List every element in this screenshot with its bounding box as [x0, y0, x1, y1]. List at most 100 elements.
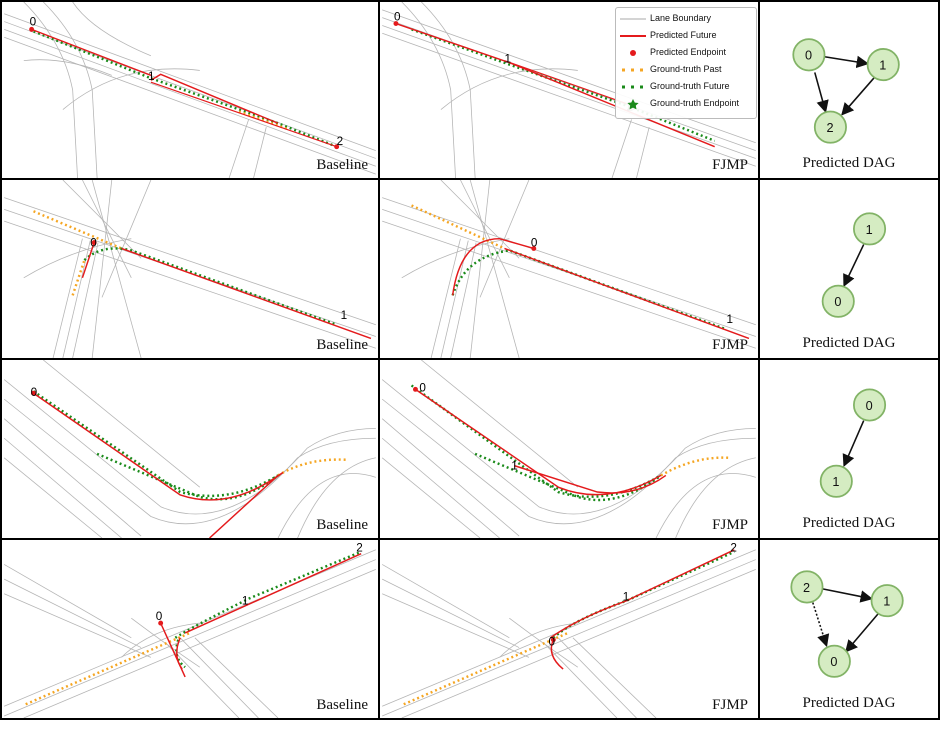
dag-edge: [841, 75, 876, 116]
pred-future: [176, 637, 183, 670]
row3-dag-graph: 0 1: [819, 388, 887, 498]
row4-baseline-plot: 0 1 2: [3, 542, 376, 718]
row2-baseline-plot: 0 1: [4, 180, 376, 358]
lane-boundaries: [382, 180, 756, 358]
pred-future: [550, 639, 564, 670]
dag-node: [853, 212, 887, 246]
agent-label: 1: [504, 53, 511, 66]
dag-node-label: 2: [803, 580, 810, 595]
pred-dot-icon: [630, 50, 636, 56]
row3-dag-panel: 0 1 Predicted DAG: [758, 358, 940, 540]
agent-label: 2: [337, 135, 344, 148]
row1-dag-panel: 0 1 2 Predicted DAG: [758, 0, 940, 180]
pred-future: [549, 549, 735, 639]
dag-edge: [842, 420, 865, 468]
pred-future: [81, 242, 95, 279]
agent-label: 1: [242, 595, 249, 608]
dag-node-label: 1: [879, 57, 886, 72]
pred-future: [121, 247, 372, 340]
method-label: Baseline: [316, 517, 368, 533]
row4-dag-graph: 2 1 0: [790, 570, 904, 678]
gt-past: [25, 631, 191, 706]
agent-label: 0: [531, 237, 538, 250]
star-icon: [627, 99, 639, 110]
method-label: Baseline: [316, 337, 368, 353]
dag-label: Predicted DAG: [802, 335, 896, 351]
gt-past-agent1: [238, 110, 289, 131]
pred-future: [504, 247, 750, 340]
row3-baseline-plot: 0: [3, 360, 376, 538]
method-label: FJMP: [712, 697, 748, 713]
pred-future: [33, 392, 284, 501]
row1-dag-graph: 0 1 2: [792, 38, 900, 144]
dag-edge: [845, 611, 880, 653]
legend-item: Ground-truth Past: [616, 63, 756, 77]
dag-label: Predicted DAG: [802, 695, 896, 711]
row2-fjmp-panel: 0 1 FJMP: [378, 178, 760, 360]
pred-future: [504, 60, 627, 105]
dag-edge: [814, 72, 829, 114]
past-dots-icon: [622, 68, 644, 72]
gt-future-agent0: [33, 30, 338, 148]
legend-item: Ground-truth Endpoint: [616, 97, 756, 111]
row3-baseline-panel: 0 Baseline: [0, 358, 380, 540]
row2-dag-graph: 1 0: [821, 212, 887, 318]
dag-edge: [843, 244, 865, 288]
pred-endpoint: [158, 620, 164, 626]
method-label: FJMP: [712, 157, 748, 173]
legend: Lane Boundary Predicted Future Predicted…: [615, 7, 757, 119]
pred-future-agent1: [150, 73, 279, 124]
dag-edge: [824, 55, 870, 69]
dag-node: [870, 584, 904, 618]
gt-future: [83, 247, 338, 326]
gt-future: [410, 384, 662, 498]
gt-future: [411, 28, 716, 142]
lane-line-icon: [620, 18, 646, 20]
agent-label: 0: [419, 381, 426, 394]
row2-fjmp-plot: 0 1: [382, 180, 756, 358]
row1-baseline-panel: 0 1 2 Baseline: [0, 0, 380, 180]
row4-baseline-panel: 0 1 2 Baseline: [0, 538, 380, 720]
dag-node-label: 0: [805, 48, 812, 63]
pred-future-agent2: [150, 81, 337, 148]
gt-past: [71, 259, 86, 296]
gt-past: [277, 458, 347, 477]
row4-dag-panel: 2 1 0 Predicted DAG: [758, 538, 940, 720]
pred-endpoint: [31, 390, 36, 396]
dag-node-label: 1: [866, 222, 873, 237]
dag-label: Predicted DAG: [802, 155, 896, 171]
gt-future: [552, 550, 735, 639]
agent-label: 2: [730, 542, 737, 555]
gt-future: [451, 249, 725, 330]
lane-boundaries: [3, 549, 376, 718]
row3-fjmp-plot: 0 1: [381, 360, 756, 538]
lane-boundaries: [381, 360, 756, 538]
gt-past: [403, 631, 569, 706]
future-dots-icon: [622, 85, 644, 89]
lane-boundaries: [3, 360, 376, 538]
row4-fjmp-plot: 0 1 2: [382, 542, 756, 718]
row1-baseline-plot: 0 1 2: [4, 2, 376, 178]
row3-fjmp-panel: 0 1 FJMP: [378, 358, 760, 540]
legend-item: Ground-truth Future: [616, 80, 756, 94]
dag-node: [821, 284, 855, 318]
pred-endpoint: [91, 240, 97, 246]
pred-endpoint: [334, 144, 340, 150]
agent-label: 0: [90, 237, 97, 250]
dag-node: [853, 388, 887, 422]
pred-line-icon: [620, 35, 646, 37]
agent-label: 0: [156, 610, 163, 623]
method-label: FJMP: [712, 337, 748, 353]
pred-endpoint: [393, 21, 399, 26]
row2-baseline-panel: 0 1 Baseline: [0, 178, 380, 360]
pred-endpoint: [550, 637, 556, 643]
pred-future: [209, 474, 279, 538]
agent-label: 1: [511, 460, 518, 473]
agent-label: 0: [31, 386, 38, 399]
agent-label: 0: [30, 15, 37, 28]
pred-future: [415, 388, 662, 496]
dag-node: [817, 644, 851, 678]
gt-past: [660, 456, 730, 477]
agent-label: 0: [548, 636, 555, 649]
pred-endpoint: [29, 26, 35, 32]
